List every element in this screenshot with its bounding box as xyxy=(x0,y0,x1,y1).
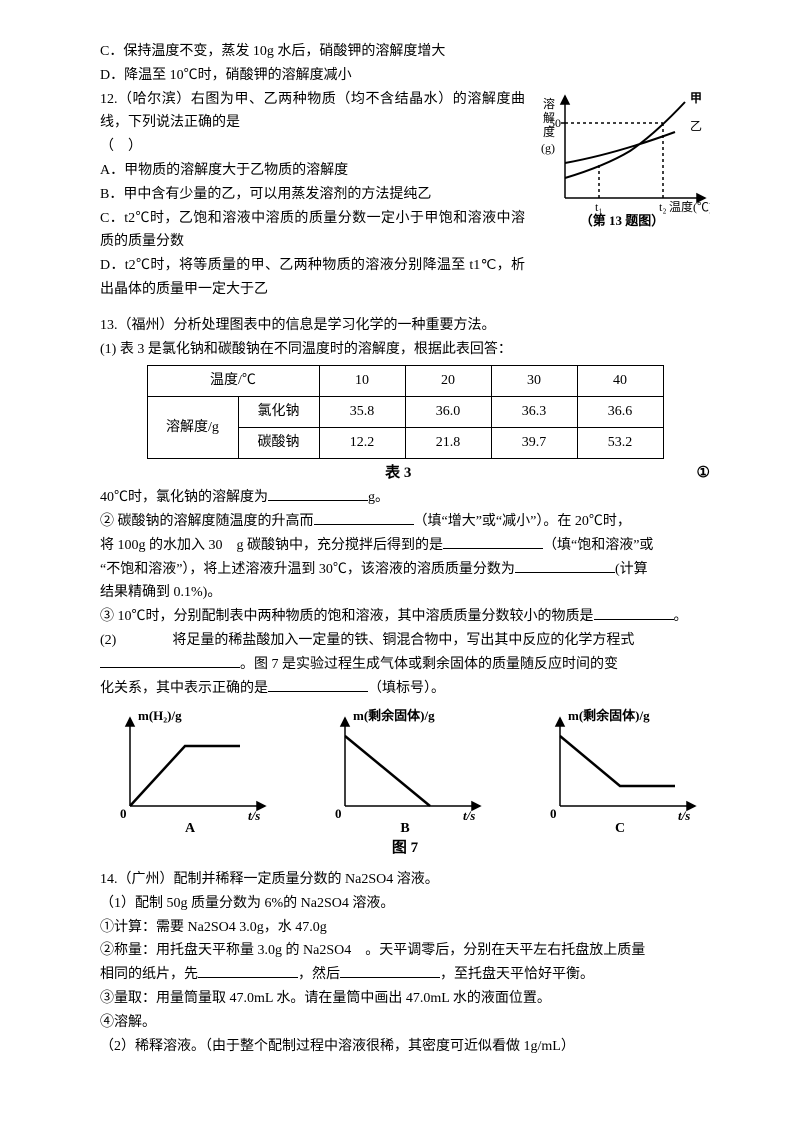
q14-step2b: 相同的纸片，先，然后，至托盘天平恰好平衡。 xyxy=(100,963,710,987)
svg-text:0: 0 xyxy=(335,806,342,821)
svg-text:A: A xyxy=(185,821,196,836)
q14-p1: （1）配制 50g 质量分数为 6%的 Na2SO4 溶液。 xyxy=(100,892,710,916)
svg-text:(g): (g) xyxy=(541,141,555,155)
q12-stem-paren: （ ） xyxy=(100,135,525,159)
q13-line-precision: 结果精确到 0.1%)。 xyxy=(100,581,710,605)
q12-option-b: B．甲中含有少量的乙，可以用蒸发溶剂的方法提纯乙 xyxy=(100,183,525,207)
q12-option-d: D．t2℃时，将等质量的甲、乙两种物质的溶液分别降温至 t1℃，析出晶体的质量甲… xyxy=(100,254,525,302)
blank-equation[interactable] xyxy=(100,653,240,668)
blank-weigh-then[interactable] xyxy=(340,963,440,978)
svg-text:t/s: t/s xyxy=(678,808,690,823)
svg-text:0: 0 xyxy=(550,806,557,821)
figure-7-caption: 图 7 xyxy=(100,836,710,862)
solubility-table: 温度/℃ 10203040 溶解度/g 氯化钠35.836.036.336.6 … xyxy=(147,365,664,458)
svg-text:（第 13 题图）: （第 13 题图） xyxy=(580,213,665,228)
svg-text:t/s: t/s xyxy=(463,808,475,823)
svg-text:50: 50 xyxy=(549,116,561,130)
q13-stem: 13.（福州）分析处理图表中的信息是学习化学的一种重要方法。 xyxy=(100,314,710,338)
q14-step3: ③量取：用量筒量取 47.0mL 水。请在量筒中画出 47.0mL 水的液面位置… xyxy=(100,987,710,1011)
q14-step1: ①计算：需要 Na2SO4 3.0g，水 47.0g xyxy=(100,916,710,940)
q13-line-carb-trend: ② 碳酸钠的溶解度随温度的升高而（填“增大”或“减小”）。在 20℃时， xyxy=(100,510,710,534)
blank-saturation[interactable] xyxy=(443,534,543,549)
svg-text:C: C xyxy=(615,821,625,836)
q14-step2a: ②称量：用托盘天平称量 3.0g 的 Na2SO4 。天平调零后，分别在天平左右… xyxy=(100,939,710,963)
svg-text:t₂: t₂ xyxy=(659,200,667,214)
blank-massfrac[interactable] xyxy=(515,558,615,573)
q13-circ3: ③ 10℃时，分别配制表中两种物质的饱和溶液，其中溶质质量分数较小的物质是。 xyxy=(100,605,710,629)
svg-text:t/s: t/s xyxy=(248,808,260,823)
blank-weigh-first[interactable] xyxy=(198,963,298,978)
blank-smaller-sub[interactable] xyxy=(594,605,674,620)
svg-text:溶: 溶 xyxy=(543,96,555,111)
q13-line-40c: 40℃时，氯化钠的溶解度为g。 xyxy=(100,486,710,510)
svg-text:甲: 甲 xyxy=(690,91,702,105)
svg-text:0: 0 xyxy=(120,806,127,821)
q13-line-mix: 将 100g 的水加入 30 g 碳酸钠中，充分搅拌后得到的是（填“饱和溶液”或 xyxy=(100,534,710,558)
q13-part2-b: 。图 7 是实验过程生成气体或剩余固体的质量随反应时间的变 xyxy=(100,653,710,677)
q14-part2: （2）稀释溶液。（由于整个配制过程中溶液很稀，其密度可近似看做 1g/mL） xyxy=(100,1035,710,1059)
q12-figure: 溶 解 度 50 (g) 甲 乙 t₁ t₂ 温度(℃) （第 13 题图） xyxy=(535,88,710,237)
q12-option-a: A．甲物质的溶解度大于乙物质的溶解度 xyxy=(100,159,525,183)
q13-part2-c: 化关系，其中表示正确的是（填标号）。 xyxy=(100,677,710,701)
figure-7: m(H₂)/g 0 t/s A m(剩余固体)/g 0 t/s B m(剩余固体… xyxy=(100,706,710,836)
q11-option-d: D．降温至 10℃时，硝酸钾的溶解度减小 xyxy=(100,64,710,88)
q11-option-c: C．保持温度不变，蒸发 10g 水后，硝酸钾的溶解度增大 xyxy=(100,40,710,64)
q12-option-c: C．t2℃时，乙饱和溶液中溶质的质量分数一定小于甲饱和溶液中溶质的质量分数 xyxy=(100,207,525,255)
q13-part2-a: (2) 将足量的稀盐酸加入一定量的铁、铜混合物中，写出其中反应的化学方程式 xyxy=(100,629,710,653)
blank-trend[interactable] xyxy=(314,510,414,525)
svg-text:t₁: t₁ xyxy=(595,200,603,214)
q13-line-massfrac: “不饱和溶液”），将上述溶液升温到 30℃，该溶液的溶质质量分数为(计算 xyxy=(100,558,710,582)
svg-text:B: B xyxy=(400,821,409,836)
circ1-marker: ① xyxy=(697,461,710,487)
q14-stem: 14.（广州）配制并稀释一定质量分数的 Na2SO4 溶液。 xyxy=(100,868,710,892)
blank-solubility[interactable] xyxy=(268,486,368,501)
q13-part1-intro: (1) 表 3 是氯化钠和碳酸钠在不同温度时的溶解度，根据此表回答： xyxy=(100,338,710,362)
svg-text:m(剩余固体)/g: m(剩余固体)/g xyxy=(568,708,650,723)
svg-text:m(剩余固体)/g: m(剩余固体)/g xyxy=(353,708,435,723)
svg-text:乙: 乙 xyxy=(690,119,702,133)
svg-text:温度(℃): 温度(℃) xyxy=(669,199,710,214)
blank-label[interactable] xyxy=(268,677,368,692)
table-caption: 表 3 xyxy=(385,465,411,481)
q12-stem: 12.（哈尔滨）右图为甲、乙两种物质（均不含结晶水）的溶解度曲线，下列说法正确的… xyxy=(100,88,525,136)
q14-step4: ④溶解。 xyxy=(100,1011,710,1035)
svg-text:m(H₂)/g: m(H₂)/g xyxy=(138,708,182,723)
